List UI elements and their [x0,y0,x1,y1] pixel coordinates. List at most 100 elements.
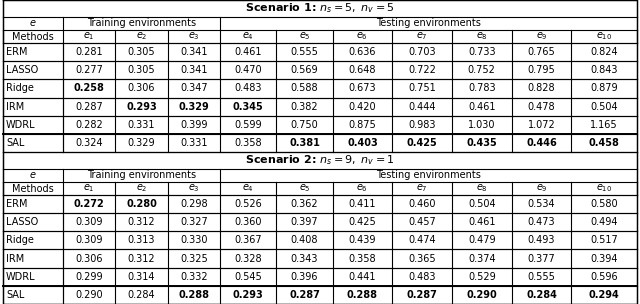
Text: 0.377: 0.377 [527,254,556,264]
Text: 0.272: 0.272 [74,199,104,209]
Text: $e_3$: $e_3$ [188,31,200,42]
Text: WDRL: WDRL [6,272,36,282]
Text: $e_7$: $e_7$ [416,183,428,194]
Text: 0.795: 0.795 [527,65,556,75]
Text: 0.458: 0.458 [589,138,620,148]
Text: 0.828: 0.828 [527,83,556,93]
Text: 0.309: 0.309 [76,217,102,227]
Text: 0.331: 0.331 [180,138,208,148]
Text: 0.324: 0.324 [75,138,103,148]
Text: Ridge: Ridge [6,235,34,245]
Text: 0.287: 0.287 [406,290,438,300]
Text: 0.751: 0.751 [408,83,436,93]
Text: 0.314: 0.314 [128,272,156,282]
Text: $e_2$: $e_2$ [136,31,147,42]
Text: 0.358: 0.358 [234,138,262,148]
Text: 0.325: 0.325 [180,254,208,264]
Text: 0.362: 0.362 [291,199,318,209]
Text: $e_3$: $e_3$ [188,183,200,194]
Text: Methods: Methods [12,32,54,42]
Text: 0.824: 0.824 [590,47,618,57]
Text: ERM: ERM [6,47,28,57]
Text: 0.555: 0.555 [527,272,556,282]
Text: 0.517: 0.517 [590,235,618,245]
Text: 0.306: 0.306 [76,254,102,264]
Text: 0.374: 0.374 [468,254,495,264]
Text: 0.294: 0.294 [589,290,620,300]
Text: 0.341: 0.341 [180,47,208,57]
Text: 0.494: 0.494 [591,217,618,227]
Text: 0.470: 0.470 [234,65,262,75]
Text: $e_9$: $e_9$ [536,31,547,42]
Text: $e_9$: $e_9$ [536,183,547,194]
Text: 0.287: 0.287 [75,102,103,112]
Text: 0.290: 0.290 [467,290,497,300]
Text: 0.299: 0.299 [75,272,103,282]
Text: Ridge: Ridge [6,83,34,93]
Text: 0.983: 0.983 [408,120,436,130]
Text: 0.420: 0.420 [349,102,376,112]
Text: 0.345: 0.345 [233,102,264,112]
Text: 0.425: 0.425 [406,138,438,148]
Text: 0.298: 0.298 [180,199,208,209]
Text: 0.288: 0.288 [347,290,378,300]
Text: 0.396: 0.396 [291,272,318,282]
Text: 0.381: 0.381 [289,138,320,148]
Text: 0.258: 0.258 [74,83,104,93]
Text: WDRL: WDRL [6,120,36,130]
Text: 0.328: 0.328 [234,254,262,264]
Text: 0.526: 0.526 [234,199,262,209]
Text: $e_4$: $e_4$ [243,183,254,194]
Text: 0.288: 0.288 [179,290,209,300]
Text: 0.599: 0.599 [234,120,262,130]
Text: Scenario 1: $n_s = 5,\ n_v = 5$: Scenario 1: $n_s = 5,\ n_v = 5$ [245,2,395,16]
Text: $e_{10}$: $e_{10}$ [596,183,612,194]
Text: 0.293: 0.293 [126,102,157,112]
Text: 0.752: 0.752 [468,65,496,75]
Text: 0.341: 0.341 [180,65,208,75]
Text: 0.636: 0.636 [349,47,376,57]
Text: 0.733: 0.733 [468,47,495,57]
Text: 0.284: 0.284 [128,290,156,300]
Text: 0.648: 0.648 [349,65,376,75]
Text: ERM: ERM [6,199,28,209]
Text: 0.347: 0.347 [180,83,208,93]
Text: $e_6$: $e_6$ [356,183,369,194]
Text: 0.504: 0.504 [468,199,495,209]
Text: $e_{10}$: $e_{10}$ [596,31,612,42]
Text: 0.479: 0.479 [468,235,495,245]
Text: 0.277: 0.277 [75,65,103,75]
Text: 0.329: 0.329 [128,138,156,148]
Text: 0.529: 0.529 [468,272,495,282]
Text: Scenario 2: $n_s = 9,\ n_v = 1$: Scenario 2: $n_s = 9,\ n_v = 1$ [245,154,395,168]
Text: 0.461: 0.461 [235,47,262,57]
Text: $e_1$: $e_1$ [83,31,95,42]
Text: 0.281: 0.281 [75,47,103,57]
Text: 0.555: 0.555 [291,47,319,57]
Text: 0.312: 0.312 [128,254,156,264]
Text: 0.439: 0.439 [349,235,376,245]
Text: 0.441: 0.441 [349,272,376,282]
Text: $e_5$: $e_5$ [299,31,310,42]
Text: $e$: $e$ [29,171,36,181]
Text: Testing environments: Testing environments [376,171,481,181]
Text: 0.330: 0.330 [180,235,208,245]
Text: 0.280: 0.280 [126,199,157,209]
Text: 0.504: 0.504 [590,102,618,112]
Text: 0.478: 0.478 [527,102,556,112]
Text: 0.483: 0.483 [235,83,262,93]
Text: IRM: IRM [6,102,24,112]
Text: 0.365: 0.365 [408,254,436,264]
Text: 0.309: 0.309 [76,235,102,245]
Text: 0.545: 0.545 [234,272,262,282]
Text: LASSO: LASSO [6,65,38,75]
Text: 0.411: 0.411 [349,199,376,209]
Text: 0.673: 0.673 [349,83,376,93]
Text: LASSO: LASSO [6,217,38,227]
Text: $e_6$: $e_6$ [356,31,369,42]
Text: 0.461: 0.461 [468,102,495,112]
Text: $e_5$: $e_5$ [299,183,310,194]
Text: 0.569: 0.569 [291,65,318,75]
Text: 0.399: 0.399 [180,120,208,130]
Text: 0.534: 0.534 [527,199,556,209]
